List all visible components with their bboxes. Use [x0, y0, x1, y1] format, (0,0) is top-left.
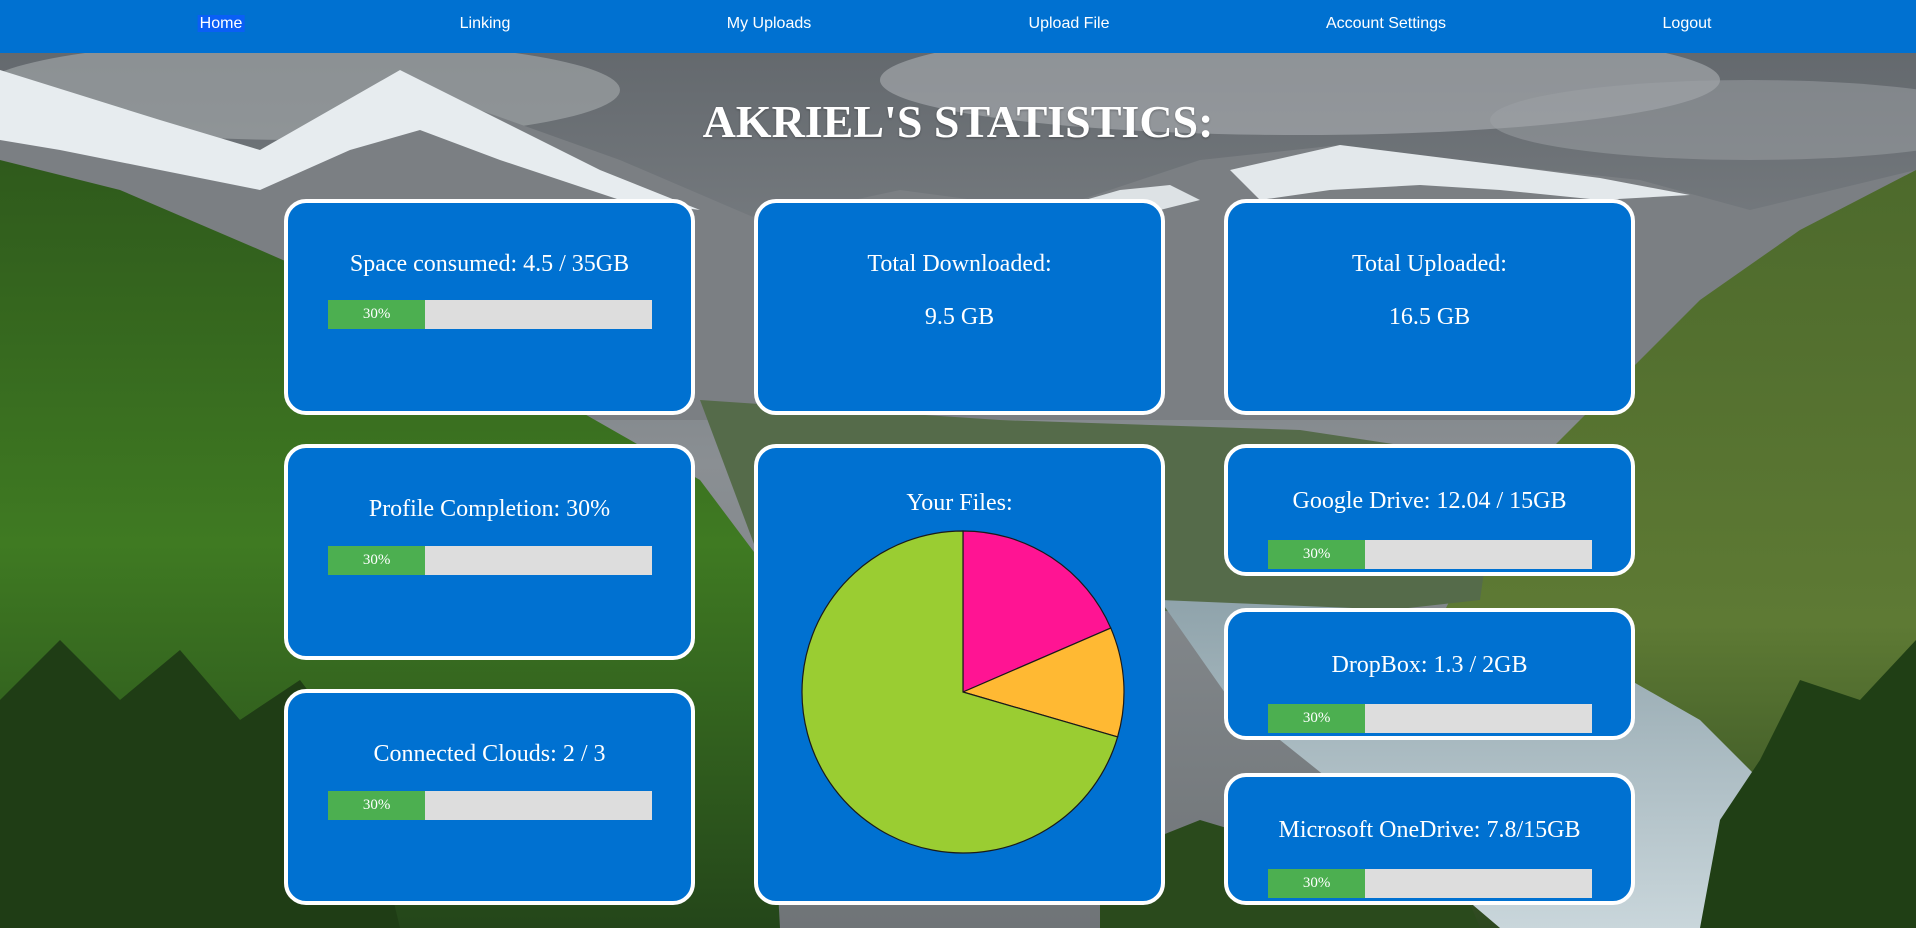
- dropbox-label: DropBox: 1.3 / 2GB: [1331, 652, 1528, 678]
- profile-completion-progress-bar: 30%: [328, 546, 652, 575]
- profile-completion-card: Profile Completion: 30% 30%: [284, 444, 695, 660]
- onedrive-label: Microsoft OneDrive: 7.8/15GB: [1278, 817, 1581, 843]
- google-drive-progress-bar: 30%: [1268, 540, 1592, 569]
- total-downloaded-value: 9.5 GB: [924, 304, 995, 330]
- total-downloaded-card: Total Downloaded: 9.5 GB: [754, 199, 1165, 415]
- onedrive-progress-bar: 30%: [1268, 869, 1592, 898]
- pie-slice-1: [962, 530, 1112, 693]
- your-files-card: Your Files:: [754, 444, 1165, 905]
- pie-slice-2: [961, 627, 1125, 738]
- profile-completion-label: Profile Completion: 30%: [368, 496, 611, 522]
- space-consumed-progress-fill: 30%: [328, 300, 426, 329]
- google-drive-label: Google Drive: 12.04 / 15GB: [1292, 488, 1567, 514]
- nav-logout-label: Logout: [1662, 15, 1712, 32]
- nav-home-label: Home: [197, 15, 245, 32]
- nav-account-settings[interactable]: Account Settings: [1326, 0, 1446, 48]
- nav-my-uploads-label: My Uploads: [726, 15, 812, 32]
- connected-clouds-card: Connected Clouds: 2 / 3 30%: [284, 689, 695, 905]
- nav-linking[interactable]: Linking: [460, 0, 511, 48]
- files-pie-chart: [801, 530, 1125, 854]
- nav-account-settings-label: Account Settings: [1325, 15, 1447, 32]
- connected-clouds-label: Connected Clouds: 2 / 3: [373, 741, 606, 767]
- nav-logout[interactable]: Logout: [1663, 0, 1712, 48]
- total-uploaded-label: Total Uploaded:: [1352, 251, 1507, 277]
- connected-clouds-progress-fill: 30%: [328, 791, 426, 820]
- space-consumed-label: Space consumed: 4.5 / 35GB: [349, 251, 630, 277]
- total-uploaded-card: Total Uploaded: 16.5 GB: [1224, 199, 1635, 415]
- google-drive-card: Google Drive: 12.04 / 15GB 30%: [1224, 444, 1635, 576]
- google-drive-progress-fill: 30%: [1268, 540, 1366, 569]
- page-title: AKRIEL'S STATISTICS:: [702, 96, 1214, 147]
- dropbox-progress-bar: 30%: [1268, 704, 1592, 733]
- your-files-label: Your Files:: [906, 490, 1013, 516]
- pie-slice-3: [801, 530, 1119, 854]
- total-uploaded-value: 16.5 GB: [1388, 304, 1471, 330]
- total-downloaded-label: Total Downloaded:: [867, 251, 1052, 277]
- space-consumed-card: Space consumed: 4.5 / 35GB 30%: [284, 199, 695, 415]
- nav-upload-file-label: Upload File: [1028, 15, 1110, 32]
- nav-upload-file[interactable]: Upload File: [1029, 0, 1110, 48]
- space-consumed-progress-bar: 30%: [328, 300, 652, 329]
- nav-linking-label: Linking: [459, 15, 511, 32]
- nav-home[interactable]: Home: [197, 0, 245, 48]
- nav-my-uploads[interactable]: My Uploads: [727, 0, 811, 48]
- connected-clouds-progress-bar: 30%: [328, 791, 652, 820]
- profile-completion-progress-fill: 30%: [328, 546, 426, 575]
- dropbox-card: DropBox: 1.3 / 2GB 30%: [1224, 608, 1635, 740]
- dropbox-progress-fill: 30%: [1268, 704, 1366, 733]
- onedrive-progress-fill: 30%: [1268, 869, 1366, 898]
- top-nav-bar: Home Linking My Uploads Upload File Acco…: [0, 0, 1916, 53]
- onedrive-card: Microsoft OneDrive: 7.8/15GB 30%: [1224, 773, 1635, 905]
